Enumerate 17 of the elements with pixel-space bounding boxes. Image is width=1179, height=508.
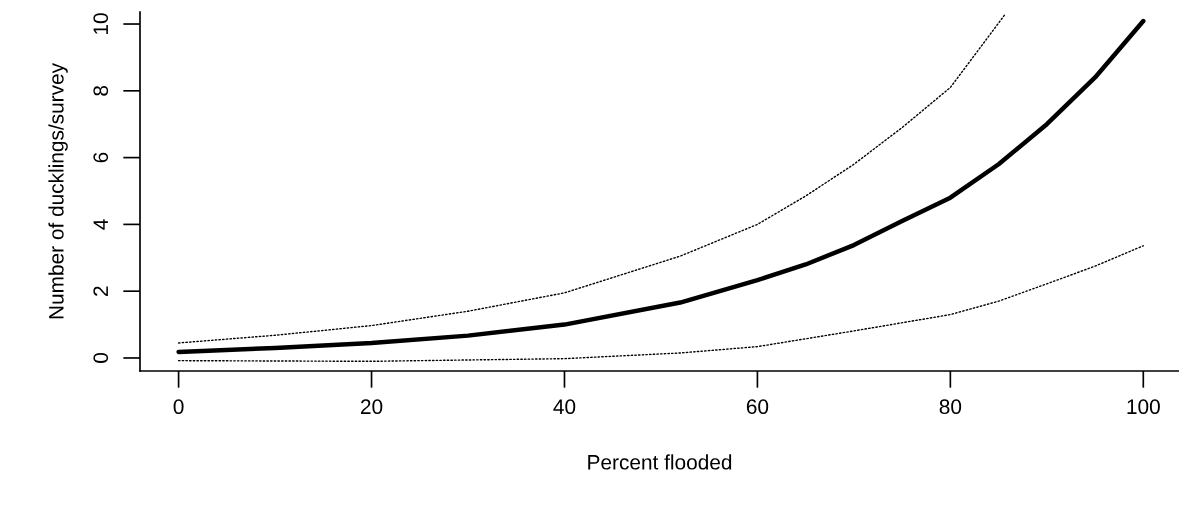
- x-tick-label: 80: [939, 399, 962, 415]
- x-tick-label: 20: [360, 399, 383, 415]
- x-tick-label: 60: [746, 399, 769, 415]
- x-tick-label: 40: [553, 399, 576, 415]
- y-tick-label: 10: [93, 13, 109, 35]
- line-series: [177, 245, 1145, 363]
- x-tick-label: 100: [1127, 399, 1160, 415]
- y-tick-label: 4: [93, 219, 108, 230]
- x-tick-label: 0: [173, 399, 184, 415]
- y-tick-label: 8: [93, 85, 109, 96]
- y-tick-label: 2: [93, 286, 108, 296]
- line-series: [177, 13, 1007, 344]
- y-tick-label: 0: [93, 353, 109, 363]
- x-axis-title: Percent flooded: [588, 454, 732, 470]
- line-series: [176, 18, 1146, 355]
- y-tick-label: 6: [93, 152, 109, 163]
- y-axis-title: Number of ducklings/survey: [48, 63, 68, 319]
